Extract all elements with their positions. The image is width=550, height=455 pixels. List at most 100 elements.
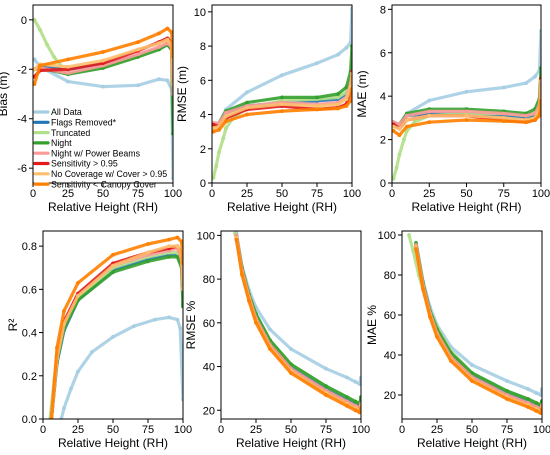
y-tick-label: 20 bbox=[203, 405, 215, 417]
data-point bbox=[178, 326, 183, 331]
x-tick-label: 100 bbox=[174, 424, 192, 436]
data-point bbox=[157, 45, 161, 49]
data-point bbox=[280, 109, 284, 113]
legend-label: Night bbox=[51, 138, 72, 148]
x-tick-label: 75 bbox=[498, 188, 510, 200]
x-tick-label: 25 bbox=[423, 188, 435, 200]
data-point bbox=[538, 411, 542, 415]
data-point bbox=[501, 119, 506, 123]
x-axis-label: Relative Height (RH) bbox=[227, 200, 337, 214]
data-point bbox=[501, 85, 506, 90]
data-point bbox=[76, 369, 80, 374]
data-point bbox=[534, 391, 539, 395]
x-tick-label: 100 bbox=[352, 424, 370, 436]
data-point bbox=[324, 384, 328, 389]
y-axis-label: RMSE (m) bbox=[175, 66, 189, 122]
data-point bbox=[397, 152, 402, 157]
data-point bbox=[280, 102, 284, 107]
data-point bbox=[167, 315, 171, 320]
data-point bbox=[101, 84, 105, 89]
data-point bbox=[146, 242, 150, 246]
data-point bbox=[55, 345, 59, 350]
data-point bbox=[167, 237, 171, 242]
data-point bbox=[157, 41, 161, 46]
x-tick-label: 0 bbox=[389, 188, 395, 200]
data-point bbox=[505, 397, 509, 401]
y-tick-label: 0.2 bbox=[22, 371, 37, 383]
series-line bbox=[392, 79, 541, 131]
data-point bbox=[501, 111, 506, 116]
data-point bbox=[405, 118, 409, 122]
x-tick-label: 50 bbox=[460, 188, 472, 200]
data-point bbox=[101, 58, 105, 63]
data-point bbox=[353, 379, 358, 384]
data-point bbox=[357, 410, 361, 415]
series-group bbox=[48, 235, 183, 419]
series-line bbox=[392, 98, 541, 137]
x-axis-label: Relative Height (RH) bbox=[417, 436, 527, 450]
data-point bbox=[353, 399, 358, 404]
series-group bbox=[33, 17, 173, 180]
data-point bbox=[175, 235, 180, 240]
data-point bbox=[534, 401, 539, 405]
data-point bbox=[33, 82, 37, 86]
y-axis-label: MAE (m) bbox=[355, 70, 369, 117]
data-point bbox=[90, 350, 94, 354]
panel-mae_pct: 0 25 50 75 100 20 40 60 80 100 Relative Height (RH… bbox=[365, 230, 550, 450]
y-tick-label: 8 bbox=[380, 4, 386, 16]
data-point bbox=[397, 133, 402, 138]
x-tick-label: 50 bbox=[466, 424, 478, 436]
x-tick-label: 0 bbox=[218, 424, 224, 436]
series-group bbox=[212, 6, 352, 180]
data-point bbox=[324, 393, 328, 397]
data-point bbox=[336, 95, 340, 100]
series-line bbox=[59, 315, 183, 419]
x-axis-label: Relative Height (RH) bbox=[48, 200, 158, 214]
y-tick-label: 80 bbox=[384, 270, 396, 282]
legend-label: Truncated bbox=[51, 128, 90, 138]
data-point bbox=[52, 55, 56, 59]
data-point bbox=[537, 113, 541, 118]
data-point bbox=[111, 335, 115, 339]
y-tick-label: 60 bbox=[384, 310, 396, 322]
data-point bbox=[45, 42, 49, 47]
data-point bbox=[280, 73, 284, 78]
data-point bbox=[157, 77, 161, 82]
data-point bbox=[132, 324, 136, 328]
legend-label: All Data bbox=[51, 107, 82, 117]
data-point bbox=[167, 244, 171, 249]
x-tick-label: 100 bbox=[532, 188, 550, 200]
data-point bbox=[353, 408, 358, 413]
series-line bbox=[392, 83, 541, 181]
data-point bbox=[136, 52, 140, 57]
data-point bbox=[146, 259, 150, 264]
y-tick-label: 6 bbox=[380, 48, 386, 60]
data-point bbox=[175, 244, 180, 249]
legend-label: Sensitivity > 0.95 bbox=[51, 159, 118, 169]
data-point bbox=[524, 81, 528, 85]
data-point bbox=[62, 406, 66, 411]
data-point bbox=[538, 393, 542, 397]
y-tick-label: 80 bbox=[203, 274, 215, 286]
x-tick-label: 0 bbox=[209, 188, 215, 200]
data-point bbox=[345, 375, 349, 380]
x-tick-label: 25 bbox=[241, 188, 253, 200]
data-point bbox=[268, 347, 272, 351]
data-point bbox=[315, 104, 319, 108]
y-tick-label: 2 bbox=[200, 144, 206, 156]
data-point bbox=[394, 165, 399, 170]
panel-mae: 0 25 50 75 100 0 2 4 6 8 Relative Height (RH) MAE (… bbox=[355, 4, 550, 214]
data-point bbox=[33, 67, 37, 72]
x-tick-label: 50 bbox=[107, 424, 119, 436]
data-point bbox=[336, 106, 340, 111]
x-tick-label: 25 bbox=[62, 188, 74, 200]
data-point bbox=[470, 379, 474, 383]
data-point bbox=[33, 17, 37, 22]
series-group bbox=[407, 233, 542, 415]
data-point bbox=[240, 272, 244, 277]
data-point bbox=[427, 120, 432, 125]
data-point bbox=[245, 90, 249, 95]
x-tick-label: 25 bbox=[72, 424, 84, 436]
data-point bbox=[501, 116, 506, 120]
